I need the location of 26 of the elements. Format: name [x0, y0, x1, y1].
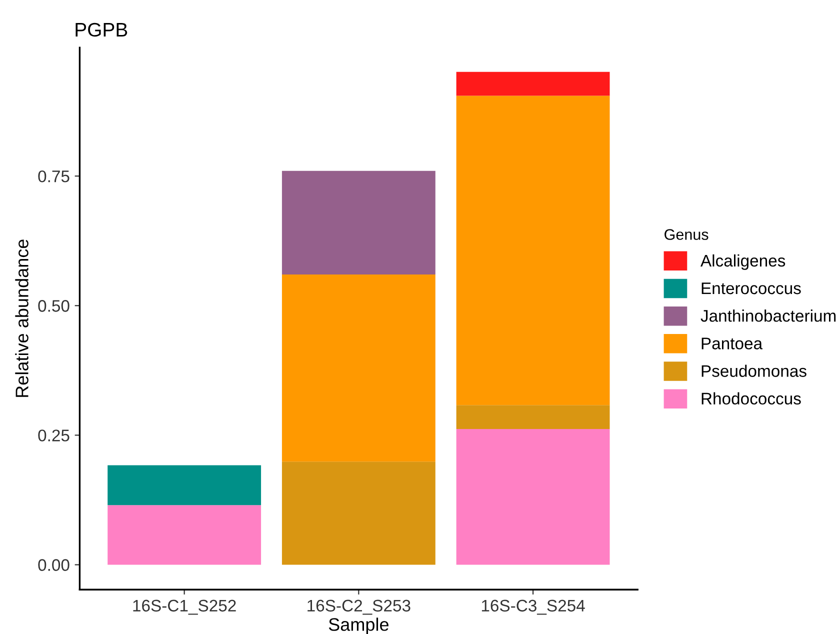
- bar: [456, 96, 610, 406]
- chart-title: PGPB: [76, 22, 128, 37]
- legend-label: Rhodococcus: [702, 392, 801, 405]
- x-tick-label: 16S-C1_S252: [133, 600, 236, 615]
- x-axis-title: Sample: [328, 618, 388, 634]
- bar: [108, 505, 262, 565]
- y-axis-title: Relative abundance: [15, 240, 28, 397]
- y-tick-label: 0.00: [38, 559, 70, 571]
- x-tick-label: 16S-C3_S254: [482, 600, 585, 615]
- y-tick-label: 0.75: [38, 170, 70, 182]
- x-tick-label: 16S-C2_S253: [308, 600, 410, 615]
- bar: [282, 462, 436, 565]
- legend-label: Enterococcus: [702, 282, 801, 294]
- bar: [282, 170, 436, 275]
- legend-label: Pantoea: [702, 338, 763, 350]
- legend-label: Alcaligenes: [700, 254, 786, 270]
- bar: [108, 465, 262, 506]
- bar: [456, 72, 610, 96]
- legend-label: Janthinobacterium: [700, 310, 836, 322]
- bar: [456, 428, 610, 565]
- bar: [456, 405, 610, 429]
- legend-label: Pseudomonas: [702, 364, 806, 377]
- y-tick-label: 0.25: [38, 430, 70, 442]
- legend-title: Genus: [664, 229, 708, 240]
- bar: [282, 274, 436, 462]
- y-tick-label: 0.50: [38, 300, 70, 312]
